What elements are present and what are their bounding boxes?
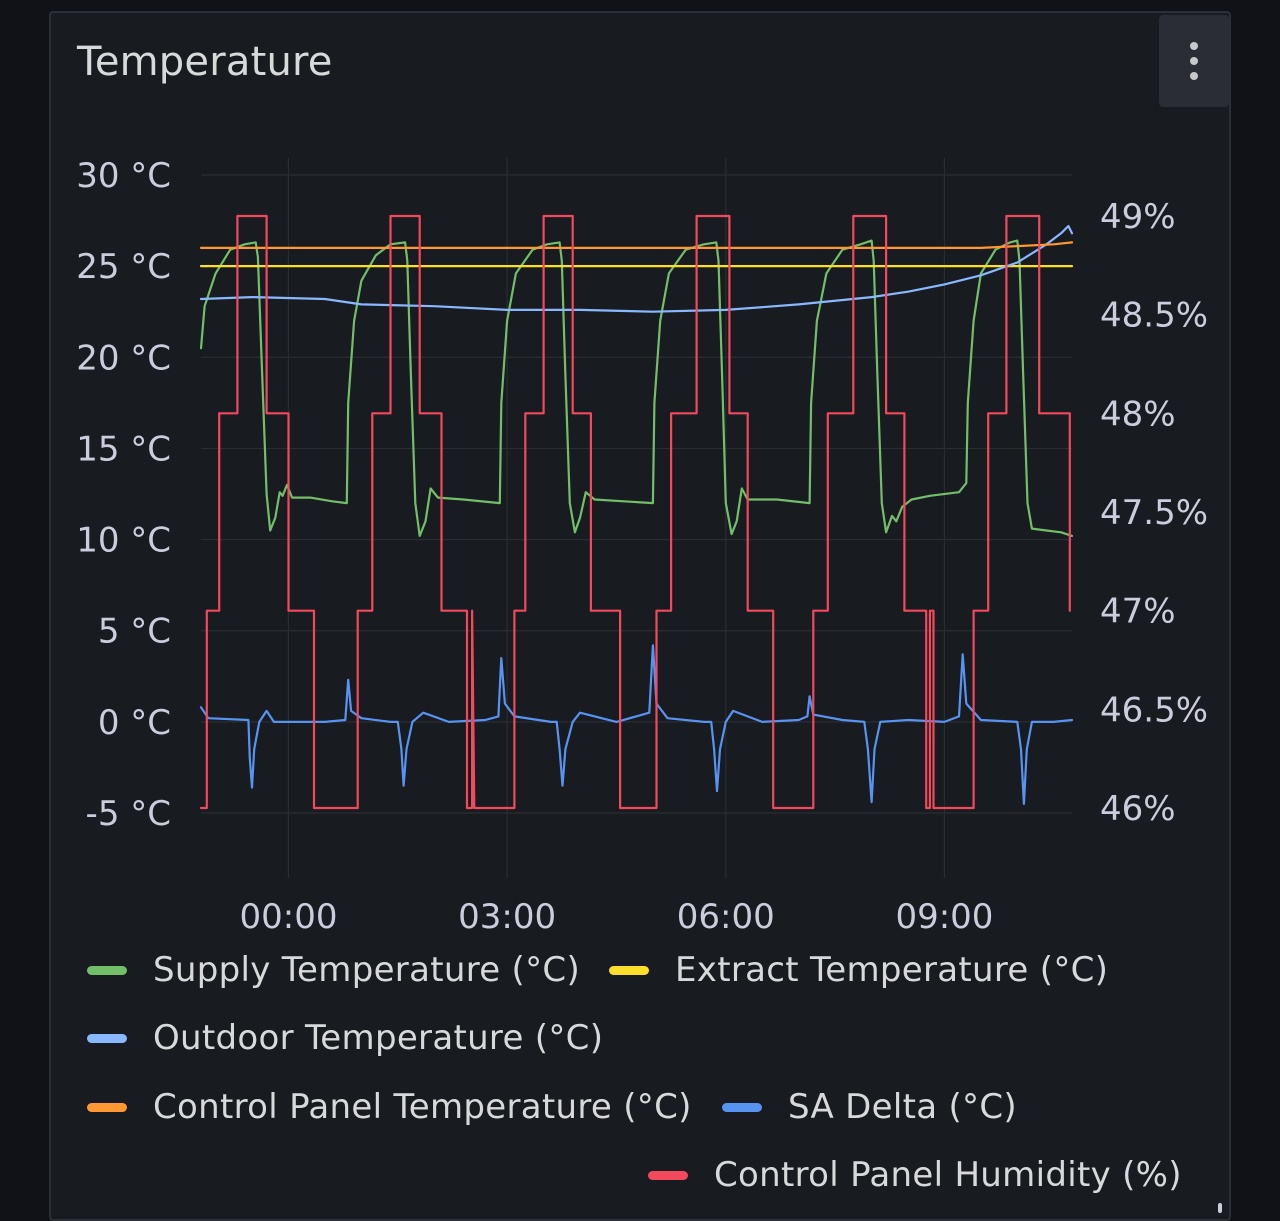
series-line-outdoor-temperature-c[interactable]	[199, 224, 1074, 313]
y-left-tick-label: 30 °C	[76, 156, 171, 196]
y-left-tick-label: 0 °C	[98, 703, 171, 743]
temperature-panel: Temperature	[49, 11, 1231, 1221]
kebab-vertical-icon	[1190, 42, 1198, 80]
legend-item[interactable]: Control Panel Humidity (%)	[648, 1155, 1182, 1195]
x-tick-label: 09:00	[895, 897, 993, 937]
legend-label: Control Panel Temperature (°C)	[153, 1087, 692, 1127]
y-axis-right: 49% 48.5% 48% 47.5% 47% 46.5% 46%	[1100, 197, 1208, 829]
legend-item[interactable]: SA Delta (°C)	[722, 1087, 1017, 1127]
x-tick-label: 00:00	[239, 897, 337, 937]
legend-swatch	[87, 965, 127, 975]
y-right-tick-label: 47.5%	[1100, 493, 1208, 533]
legend-swatch	[609, 965, 649, 975]
y-right-tick-label: 48%	[1100, 394, 1176, 434]
legend-item[interactable]: Supply Temperature (°C)	[87, 950, 580, 990]
legend-label: Supply Temperature (°C)	[153, 950, 581, 990]
y-left-tick-label: 25 °C	[76, 247, 171, 287]
y-right-tick-label: 46%	[1100, 789, 1176, 829]
y-left-tick-label: 15 °C	[76, 429, 171, 469]
x-tick-label: 03:00	[458, 897, 556, 937]
panel-title: Temperature	[77, 39, 333, 85]
y-axis-left: 30 °C 25 °C 20 °C 15 °C 10 °C 5 °C 0 °C -5 °C	[76, 156, 171, 834]
legend-label: Control Panel Humidity (%)	[714, 1155, 1182, 1195]
y-right-tick-label: 46.5%	[1100, 690, 1208, 730]
legend-item[interactable]: Outdoor Temperature (°C)	[87, 1018, 603, 1058]
x-axis: 00:00 03:00 06:00 09:00	[239, 897, 993, 937]
series-line-sa-delta-c[interactable]	[199, 644, 1074, 806]
y-left-tick-label: -5 °C	[86, 794, 171, 834]
legend-swatch	[722, 1102, 762, 1112]
y-right-tick-label: 47%	[1100, 592, 1176, 632]
series-line-control-panel-temperature-c[interactable]	[199, 241, 1074, 249]
legend-item[interactable]: Control Panel Temperature (°C)	[87, 1087, 692, 1127]
x-tick-label: 06:00	[677, 897, 775, 937]
legend-label: Extract Temperature (°C)	[675, 950, 1109, 990]
y-right-tick-label: 48.5%	[1100, 296, 1208, 336]
series-line-supply-temperature-c[interactable]	[199, 239, 1074, 538]
y-right-tick-label: 49%	[1100, 197, 1176, 237]
legend-swatch	[87, 1033, 127, 1043]
y-left-tick-label: 20 °C	[76, 338, 171, 378]
y-left-tick-label: 10 °C	[76, 521, 171, 561]
panel-menu-button[interactable]	[1159, 15, 1229, 107]
legend-label: Outdoor Temperature (°C)	[153, 1018, 604, 1058]
series-line-control-panel-humidity[interactable]	[199, 214, 1071, 810]
legend-swatch	[87, 1102, 127, 1112]
legend-swatch	[648, 1170, 688, 1180]
legend-item[interactable]: Extract Temperature (°C)	[609, 950, 1108, 990]
series-lines	[199, 214, 1074, 810]
y-left-tick-label: 5 °C	[98, 612, 171, 652]
legend-label: SA Delta (°C)	[788, 1087, 1017, 1127]
scrollbar-handle[interactable]	[1218, 1203, 1222, 1213]
